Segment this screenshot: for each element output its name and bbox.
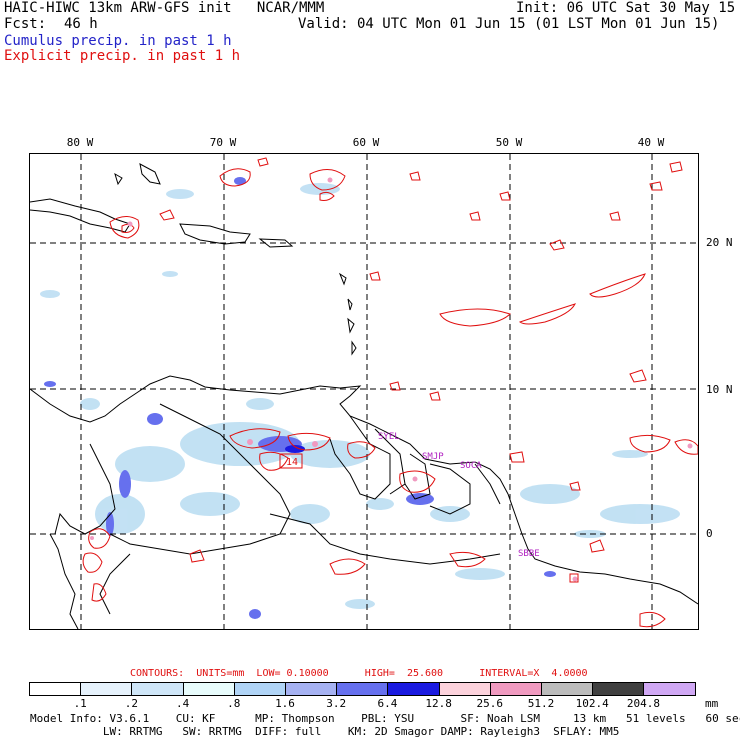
explicit-precip-legend: Explicit precip. in past 1 h [4,48,241,64]
heavy-precip-cores [90,177,693,582]
colorbar-swatch [30,683,82,695]
colorbar-tick-label: .1 [73,697,87,710]
colorbar-tick-label: .4 [175,697,190,710]
colorbar-tick-label: 6.4 [377,697,398,710]
cumulus-precip-legend: Cumulus precip. in past 1 h [4,33,232,49]
model-info-line2: LW: RRTMG SW: RRTMG DIFF: full KM: 2D Sm… [30,725,620,738]
colorbar-unit: mm [705,697,719,710]
lon-label-40w: 40 W [637,136,665,149]
forecast-label: Fcst: [4,16,47,32]
model-info-line1: Model Info: V3.6.1 CU: KF MP: Thompson P… [30,712,740,725]
colorbar-swatch [388,683,440,695]
colorbar-tick-label: 102.4 [575,697,609,710]
colorbar-swatch [234,683,286,695]
colorbar-tick-label: .8 [227,697,241,710]
init-time: Init: 06 UTC Sat 30 May 15 [516,0,736,16]
lon-label-80w: 80 W [66,136,94,149]
colorbar-swatch [183,683,235,695]
colorbar-swatch [541,683,594,695]
colorbar-swatch [593,683,645,695]
station-label-soca: SOCA [460,461,482,471]
lon-label-60w: 60 W [352,136,380,149]
station-label-14: 14 [286,457,299,468]
lon-label-70w: 70 W [209,136,237,149]
colorbar-swatch [132,683,184,695]
precip-colorbar [29,682,697,696]
colorbar-tick-label: 1.6 [275,697,295,710]
colorbar-swatch [644,683,696,695]
colorbar-swatch [337,683,389,695]
valid-time: Valid: 04 UTC Mon 01 Jun 15 (01 LST Mon … [298,16,720,32]
explicit-precip-contours [82,157,698,628]
colorbar-tick-label: 51.2 [527,697,555,710]
cumulus-heavy-field [44,177,556,619]
colorbar-tick-label: 3.2 [326,697,347,710]
colorbar-swatch [81,683,133,695]
contours-info: CONTOURS: UNITS=mm LOW= 0.10000 HIGH= 25… [130,668,588,679]
station-label-smjp: SMJP [422,452,444,462]
colorbar-tick-label: 25.6 [476,697,504,710]
station-label-syel: SYEL [378,432,400,442]
lat-label-10n: 10 N [706,383,733,396]
colorbar-tick-label: 204.8 [626,697,660,710]
lat-label-equator: 0 [706,527,713,540]
colorbar-tick-label: .2 [124,697,139,710]
lon-label-50w: 50 W [495,136,523,149]
colorbar-swatch [490,683,542,695]
forecast-hour: 46 h [64,16,98,32]
precip-map [29,153,699,630]
station-label-sbbe: SBBE [518,549,540,559]
colorbar-tick-label: 12.8 [425,697,452,710]
coastlines [30,163,698,629]
lat-label-20n: 20 N [706,236,733,249]
lat-lon-grid [30,154,698,629]
colorbar-swatch [439,683,491,695]
map-canvas [30,154,698,629]
colorbar-swatch [285,683,338,695]
map-title: HAIC-HIWC 13km ARW-GFS init NCAR/MMM [4,0,325,16]
